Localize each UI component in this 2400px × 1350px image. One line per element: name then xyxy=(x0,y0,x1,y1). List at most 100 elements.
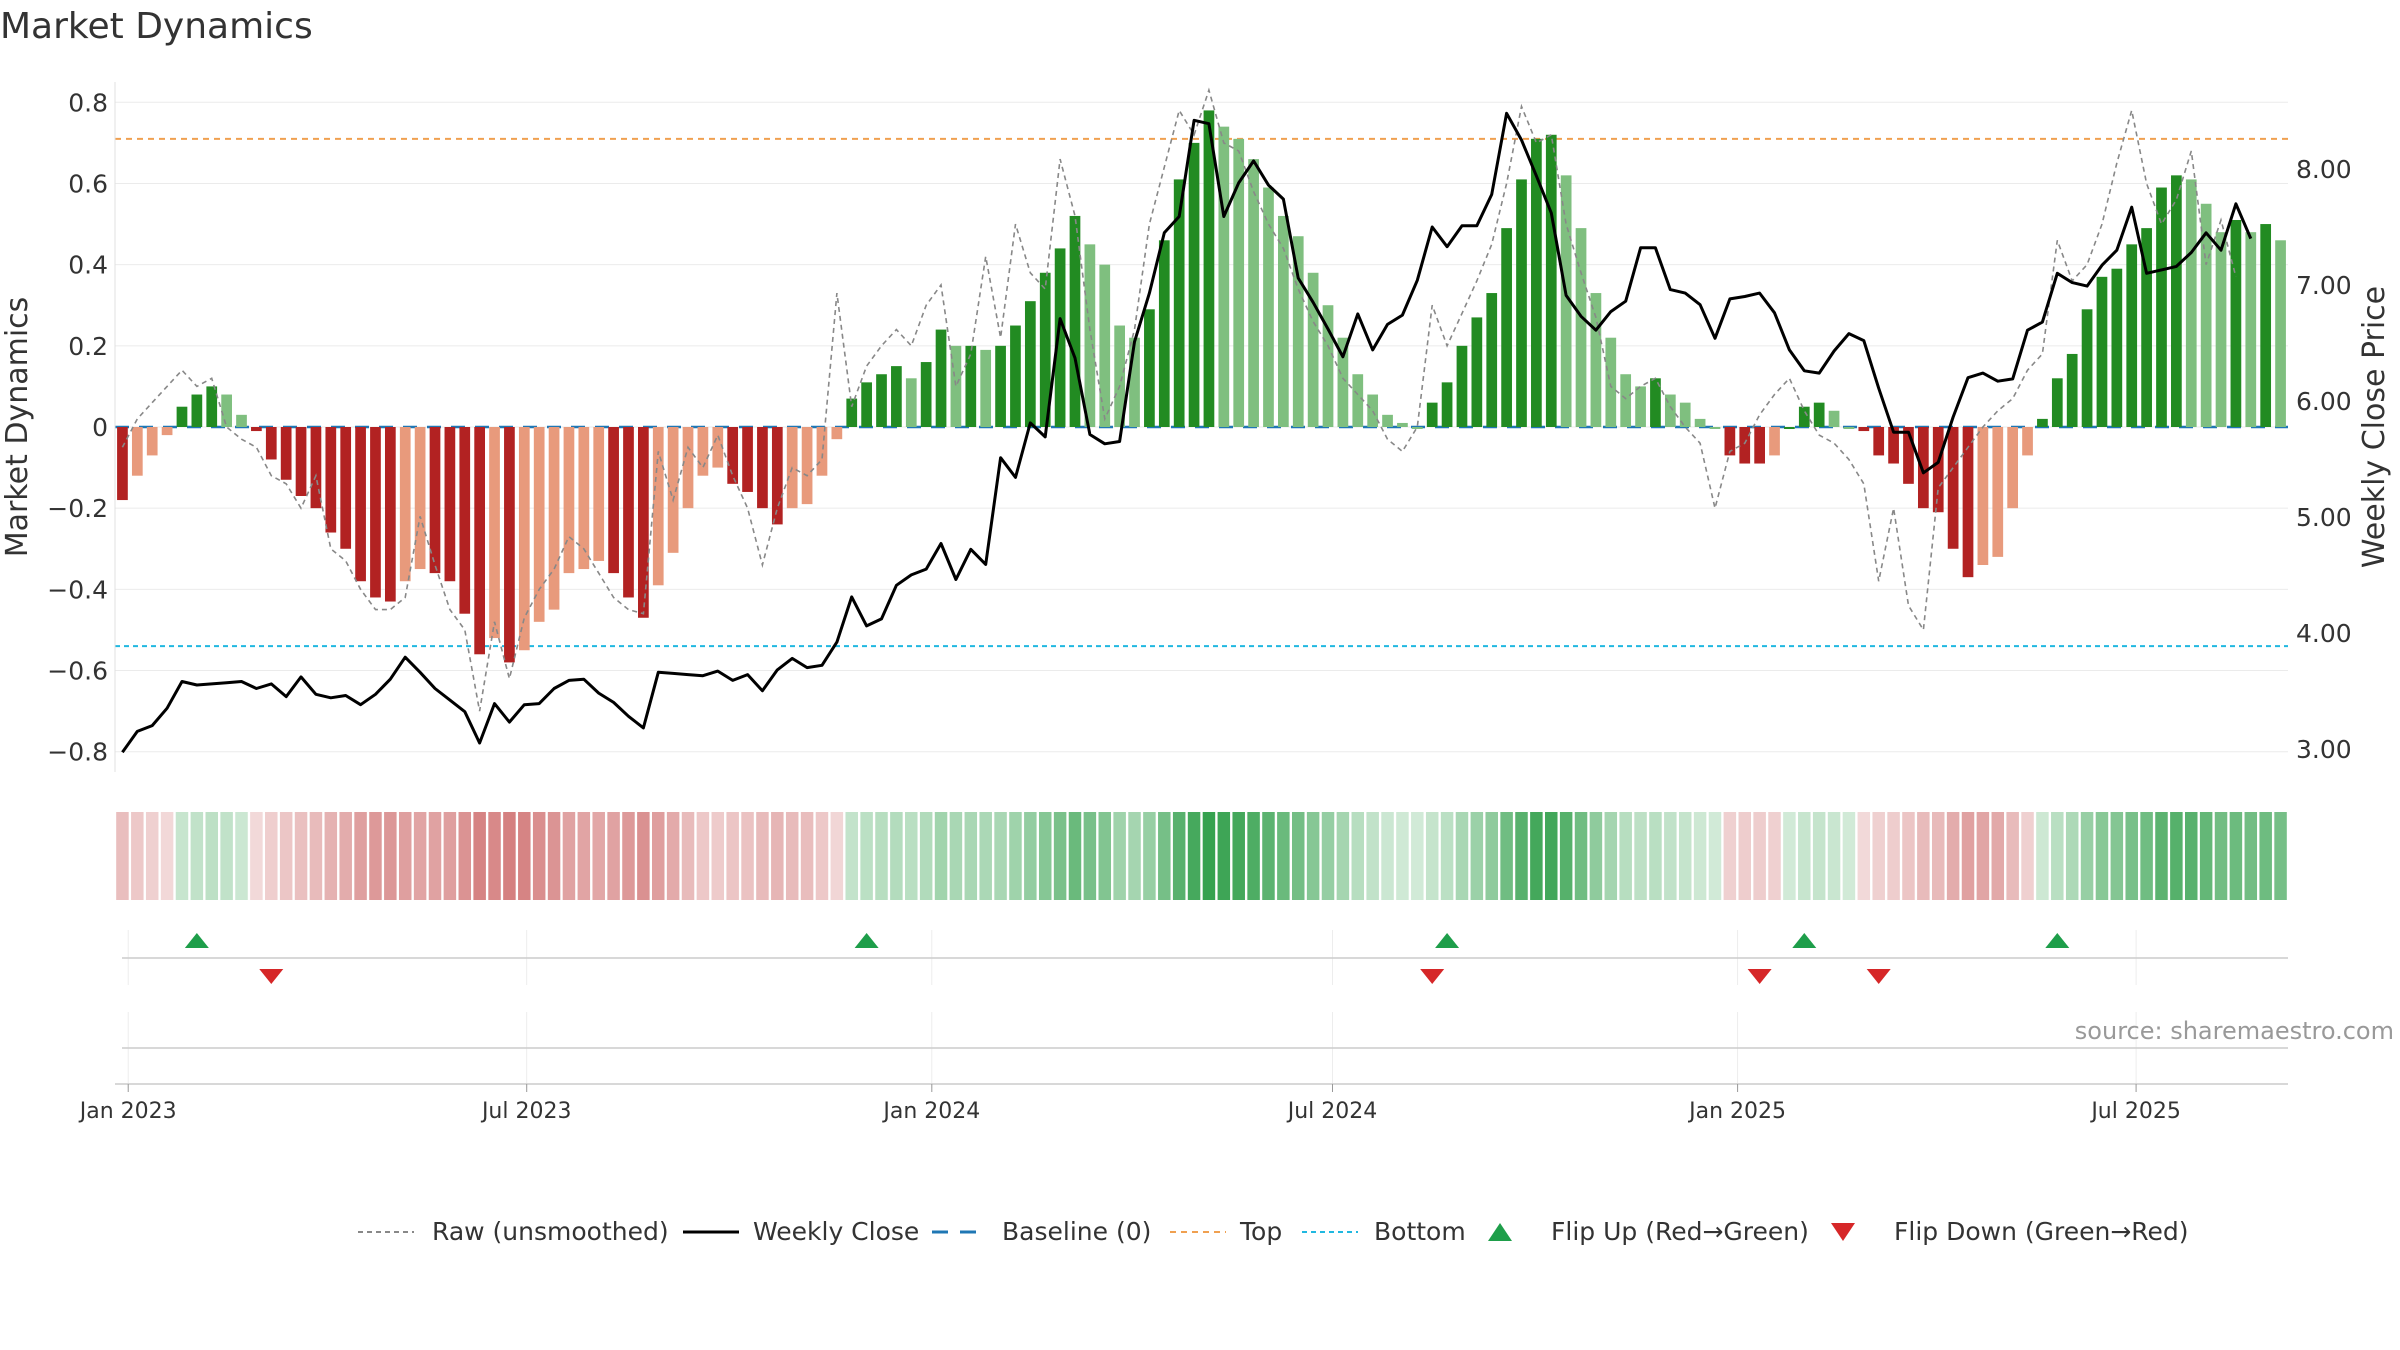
momentum-bar xyxy=(2111,268,2123,427)
momentum-bar xyxy=(667,427,679,553)
momentum-bar xyxy=(1411,427,1423,429)
regime-cell xyxy=(1440,812,1454,900)
momentum-bar xyxy=(2260,224,2272,427)
momentum-bar xyxy=(518,427,530,651)
regime-cell xyxy=(265,812,278,900)
momentum-bar xyxy=(2171,175,2182,427)
momentum-bar xyxy=(474,427,486,655)
momentum-bar xyxy=(2141,228,2152,427)
regime-cell xyxy=(1798,812,1811,900)
momentum-bar xyxy=(1322,305,1334,427)
momentum-bar xyxy=(176,406,188,427)
regime-cell xyxy=(1649,812,1662,900)
momentum-bar xyxy=(1754,427,1765,464)
momentum-bar xyxy=(1664,394,1676,427)
regime-cell xyxy=(2274,812,2287,900)
momentum-bar xyxy=(876,374,887,427)
momentum-bar xyxy=(2037,418,2048,427)
momentum-bar xyxy=(1084,244,1096,427)
momentum-bar xyxy=(712,427,724,468)
regime-cell xyxy=(979,812,992,900)
momentum-bar xyxy=(1962,427,1974,578)
regime-cell xyxy=(398,812,412,900)
flip-up-marker xyxy=(184,933,209,948)
regime-cell xyxy=(1143,812,1156,900)
momentum-bar xyxy=(265,427,277,460)
regime-cell xyxy=(919,812,933,900)
regime-cell xyxy=(666,812,680,900)
regime-cell xyxy=(518,812,531,900)
regime-cell xyxy=(905,812,918,900)
regime-cell xyxy=(651,812,665,900)
momentum-bar xyxy=(131,427,143,476)
momentum-bar xyxy=(2275,240,2286,427)
momentum-bar xyxy=(771,427,783,525)
momentum-bar xyxy=(2066,353,2078,427)
momentum-bar xyxy=(325,427,337,533)
momentum-bar xyxy=(1903,427,1914,484)
regime-cell xyxy=(1172,812,1186,900)
regime-cell xyxy=(860,812,873,900)
close-line xyxy=(121,111,2253,754)
momentum-bar xyxy=(1992,427,2004,557)
momentum-bar xyxy=(1531,138,1542,427)
regime-cell xyxy=(1812,812,1826,900)
regime-cell xyxy=(2095,812,2109,900)
regime-cell xyxy=(294,812,308,900)
regime-cell xyxy=(696,812,710,900)
momentum-bar xyxy=(1203,110,1215,427)
momentum-bar xyxy=(489,427,500,639)
regime-cell xyxy=(2125,812,2138,900)
regime-cell xyxy=(488,812,501,900)
regime-cell xyxy=(1024,812,1037,900)
regime-cell xyxy=(1604,812,1618,900)
momentum-bar xyxy=(2081,309,2093,427)
momentum-bar xyxy=(1769,427,1780,456)
regime-cell xyxy=(547,812,561,900)
momentum-bar xyxy=(1278,215,1289,427)
momentum-bar xyxy=(2200,203,2212,427)
regime-cell xyxy=(681,812,695,900)
momentum-bar xyxy=(429,427,441,574)
regime-cell xyxy=(324,812,338,900)
momentum-bar xyxy=(1947,427,1959,549)
regime-cell xyxy=(934,812,948,900)
flip-down-marker xyxy=(259,969,284,984)
regime-cell xyxy=(473,812,486,900)
regime-cell xyxy=(2140,812,2153,900)
regime-cell xyxy=(175,812,189,900)
momentum-bar xyxy=(1888,427,1899,464)
momentum-bar xyxy=(1382,414,1393,427)
momentum-bar xyxy=(638,427,649,618)
y-tick-label-left: −0.6 xyxy=(47,657,108,686)
regime-cell xyxy=(1321,812,1335,900)
regime-cell xyxy=(2110,812,2124,900)
momentum-bar xyxy=(1605,337,1617,427)
regime-cell xyxy=(1098,812,1112,900)
legend-label-top: Top xyxy=(1239,1217,1282,1246)
momentum-bar xyxy=(2185,179,2197,427)
regime-cell xyxy=(1783,812,1796,900)
regime-cell xyxy=(1693,812,1707,900)
regime-cell xyxy=(220,812,233,900)
regime-cell xyxy=(1068,812,1082,900)
regime-cell xyxy=(1202,812,1216,900)
regime-cell xyxy=(1530,812,1543,900)
regime-cell xyxy=(2065,812,2079,900)
momentum-bar xyxy=(1099,264,1111,427)
regime-cell xyxy=(741,812,754,900)
regime-cell xyxy=(1559,812,1573,900)
momentum-bar xyxy=(742,427,753,492)
regime-cell xyxy=(1425,812,1439,900)
momentum-bar xyxy=(2215,232,2227,427)
regime-cell xyxy=(562,812,576,900)
momentum-bar xyxy=(965,345,977,427)
regime-cell xyxy=(2006,812,2019,900)
legend-label-raw: Raw (unsmoothed) xyxy=(432,1217,669,1246)
momentum-bar xyxy=(236,414,247,427)
regime-cell xyxy=(2036,812,2049,900)
regime-cell xyxy=(1991,812,2005,900)
momentum-bars xyxy=(117,110,2286,663)
momentum-bar xyxy=(682,427,694,509)
